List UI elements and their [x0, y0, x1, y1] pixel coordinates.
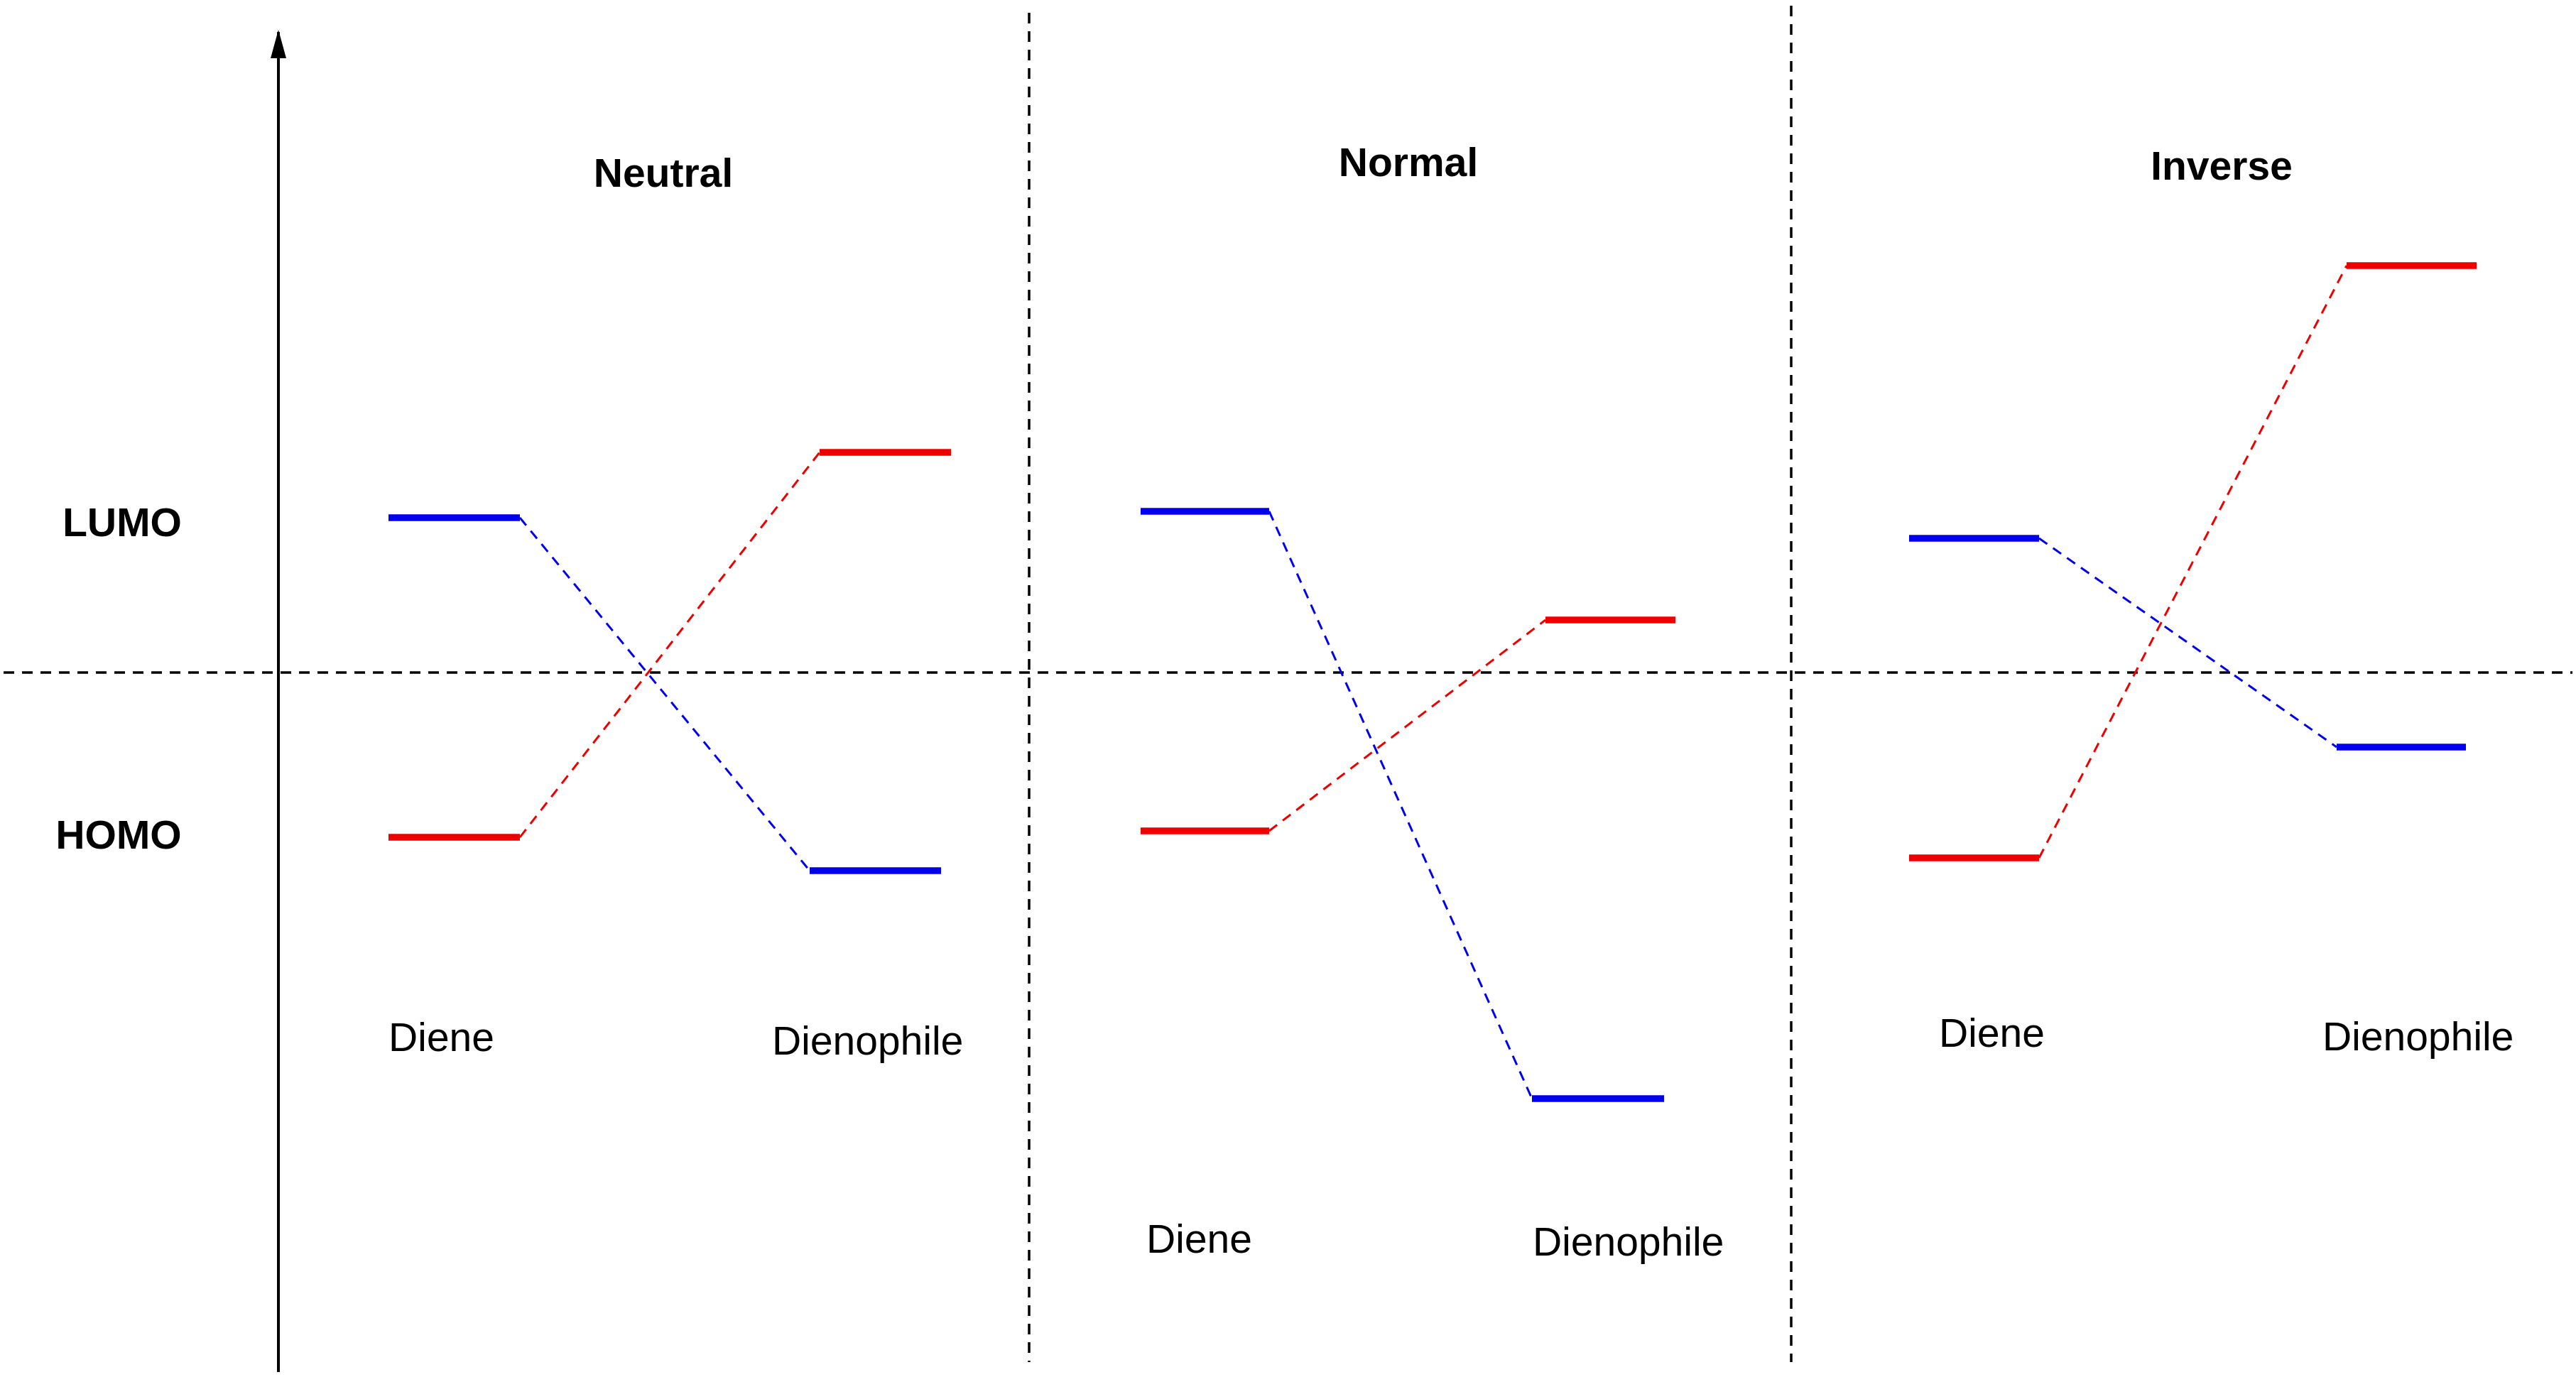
inverse-red-connector: [2038, 265, 2348, 859]
normal-blue-connector: [1268, 511, 1533, 1099]
normal-dienophile-label: Dienophile: [1533, 1219, 1724, 1265]
normal-diene-label: Diene: [1146, 1217, 1252, 1262]
inverse-diene-label: Diene: [1939, 1011, 2045, 1056]
panel-inverse: Diene Dienophile: [1909, 262, 2513, 1060]
panel-title-inverse: Inverse: [2151, 143, 2293, 189]
energy-axis-arrowhead: [271, 30, 286, 58]
neutral-dienophile-label: Dienophile: [772, 1018, 963, 1064]
normal-red-connector: [1268, 619, 1546, 832]
neutral-blue-connector: [518, 517, 811, 871]
panel-title-neutral: Neutral: [594, 151, 733, 196]
neutral-red-connector: [518, 452, 821, 838]
inverse-dienophile-label: Dienophile: [2322, 1014, 2513, 1060]
inverse-blue-connector: [2038, 537, 2337, 749]
neutral-diene-label: Diene: [388, 1015, 494, 1060]
lumo-axis-label: LUMO: [63, 500, 182, 545]
panel-normal: Diene Dienophile: [1141, 508, 1724, 1265]
homo-axis-label: HOMO: [55, 812, 181, 858]
panel-title-normal: Normal: [1339, 140, 1478, 185]
panel-neutral: Diene Dienophile: [388, 449, 963, 1064]
